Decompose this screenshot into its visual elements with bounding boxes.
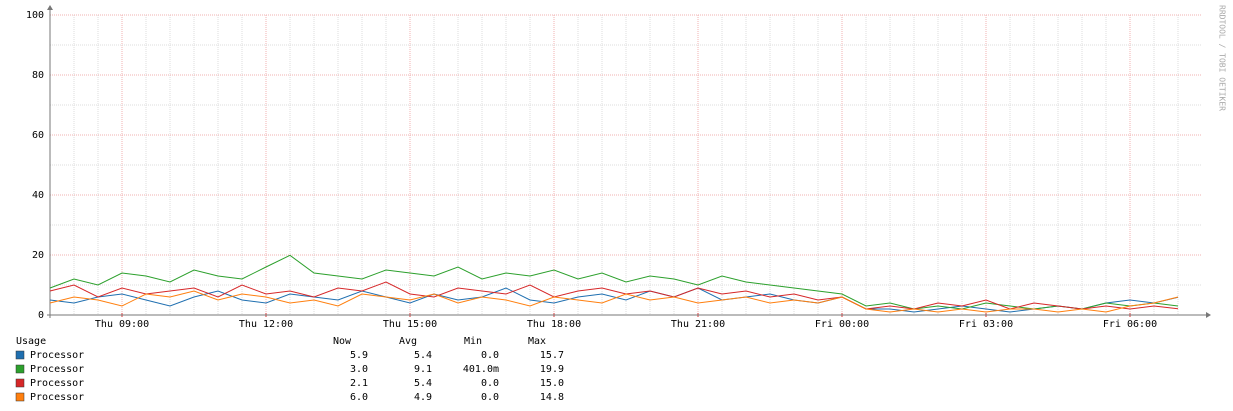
y-tick-label: 0 bbox=[38, 310, 44, 321]
y-axis-arrow bbox=[47, 5, 53, 10]
legend-swatch bbox=[15, 364, 25, 374]
legend-entry: Processor bbox=[30, 350, 84, 361]
x-tick-label: Fri 06:00 bbox=[1103, 319, 1157, 330]
series-line bbox=[49, 254, 1179, 310]
legend-stat: 401.0m bbox=[463, 364, 499, 375]
x-tick-label: Thu 18:00 bbox=[527, 319, 581, 330]
x-tick-label: Thu 09:00 bbox=[95, 319, 149, 330]
series-line bbox=[49, 281, 1179, 310]
legend-stat: 15.0 bbox=[540, 378, 564, 389]
x-tick-label: Fri 00:00 bbox=[815, 319, 869, 330]
y-tick-label: 20 bbox=[32, 250, 44, 261]
x-tick-label: Fri 03:00 bbox=[959, 319, 1013, 330]
legend-entry: Processor bbox=[30, 378, 84, 389]
legend-stat: 4.9 bbox=[414, 392, 432, 403]
y-tick-label: 40 bbox=[32, 190, 44, 201]
legend-entry: Processor bbox=[30, 392, 84, 403]
legend-stat: 9.1 bbox=[414, 364, 432, 375]
series-line bbox=[49, 290, 1179, 313]
legend-stat: 0.0 bbox=[481, 350, 499, 361]
legend-column-header: Avg bbox=[399, 336, 417, 347]
y-tick-label: 100 bbox=[26, 10, 44, 21]
legend-stat: 5.9 bbox=[350, 350, 368, 361]
x-tick-label: Thu 15:00 bbox=[383, 319, 437, 330]
legend-stat: 5.4 bbox=[414, 378, 432, 389]
y-tick-label: 60 bbox=[32, 130, 44, 141]
legend-stat: 2.1 bbox=[350, 378, 368, 389]
watermark: RRDTOOL / TOBI OETIKER bbox=[1218, 5, 1227, 111]
x-tick-label: Thu 12:00 bbox=[239, 319, 293, 330]
legend-column-header: Max bbox=[528, 336, 546, 347]
legend-stat: 15.7 bbox=[540, 350, 564, 361]
legend-column-header: Now bbox=[333, 336, 352, 347]
legend-stat: 5.4 bbox=[414, 350, 432, 361]
x-axis-arrow bbox=[1206, 312, 1211, 318]
x-tick-label: Thu 21:00 bbox=[671, 319, 725, 330]
legend-stat: 0.0 bbox=[481, 392, 499, 403]
legend-swatch bbox=[15, 392, 25, 402]
legend-entry: Processor bbox=[30, 364, 84, 375]
legend-stat: 19.9 bbox=[540, 364, 564, 375]
legend-swatch bbox=[15, 350, 25, 360]
legend-stat: 0.0 bbox=[481, 378, 499, 389]
legend-swatch bbox=[15, 378, 25, 388]
y-tick-label: 80 bbox=[32, 70, 44, 81]
legend-stat: 6.0 bbox=[350, 392, 368, 403]
legend-column-header: Min bbox=[464, 336, 482, 347]
legend-title: Usage bbox=[16, 336, 46, 347]
legend-stat: 14.8 bbox=[540, 392, 564, 403]
series-line bbox=[49, 287, 1179, 313]
legend-stat: 3.0 bbox=[350, 364, 368, 375]
